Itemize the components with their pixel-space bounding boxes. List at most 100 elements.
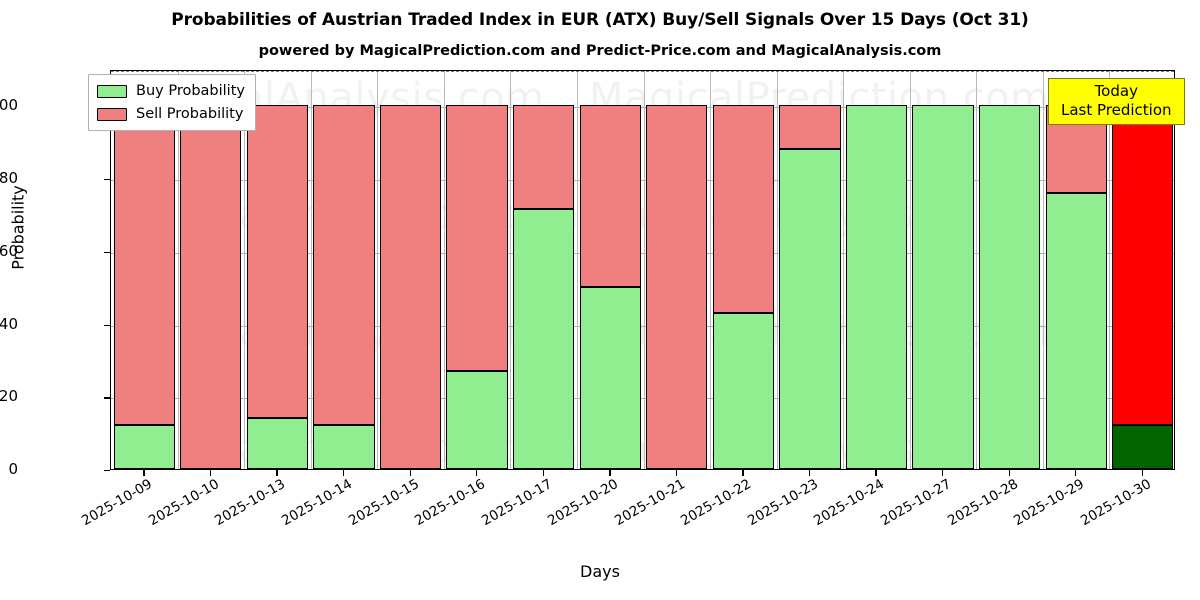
bar-segment-buy[interactable] (1045, 192, 1107, 469)
bar-group[interactable] (978, 71, 1041, 469)
x-axis-tick-mark (942, 470, 944, 476)
y-axis-tick-mark (104, 397, 110, 399)
bar-segment-sell[interactable] (446, 105, 508, 371)
y-axis-tick-label: 20 (0, 387, 18, 406)
gridline-vertical (843, 71, 845, 469)
y-axis-label: Probability (8, 185, 28, 270)
x-axis-label: Days (580, 562, 620, 581)
bar-segment-buy[interactable] (313, 425, 375, 469)
gridline-vertical (310, 71, 312, 469)
bar-group[interactable] (845, 71, 908, 469)
bar-group[interactable] (113, 71, 175, 469)
x-axis-tick-mark (342, 470, 345, 476)
bar-segment-buy[interactable] (712, 312, 774, 469)
bar-segment-sell[interactable] (113, 105, 175, 426)
bar-segment-sell[interactable] (712, 105, 774, 313)
gridline-vertical (443, 71, 445, 469)
bar-segment-buy[interactable] (779, 149, 841, 469)
legend-label-sell: Sell Probability (136, 105, 244, 122)
gridline-vertical (643, 71, 645, 469)
bar-group[interactable] (712, 71, 774, 469)
gridline-horizontal (111, 107, 1174, 109)
gridline-horizontal (111, 180, 1174, 182)
bar-segment-buy[interactable] (513, 209, 575, 469)
chart-title: Probabilities of Austrian Traded Index i… (171, 10, 1029, 30)
x-axis-tick-mark (476, 470, 478, 476)
bar-group[interactable] (579, 71, 641, 469)
bar-segment-buy[interactable] (446, 370, 508, 469)
bar-group[interactable] (313, 71, 375, 469)
bar-segment-sell[interactable] (180, 105, 242, 469)
y-axis-tick-label: 100 (0, 96, 18, 115)
gridline-vertical (510, 71, 512, 469)
chart-subtitle: powered by MagicalPrediction.com and Pre… (258, 43, 942, 59)
x-axis-tick-mark (1075, 470, 1077, 476)
bars-layer (111, 71, 1174, 469)
legend-item-sell: Sell Probability (97, 104, 245, 124)
x-axis-tick-mark (1141, 470, 1144, 476)
bar-group[interactable] (1045, 71, 1107, 469)
y-axis-tick-label: 0 (8, 460, 18, 478)
gridline-vertical (177, 71, 179, 469)
bar-segment-sell[interactable] (579, 105, 641, 288)
bar-segment-buy[interactable] (246, 418, 309, 469)
plot-area: MagicalAnalysis.com MagicalPrediction.com… (110, 70, 1175, 470)
x-axis-tick-mark (143, 470, 145, 476)
gridline-vertical (776, 71, 778, 469)
y-axis-tick-mark (104, 251, 110, 254)
x-axis-tick-mark (542, 470, 544, 476)
reference-line (111, 71, 1174, 72)
legend: Buy Probability Sell Probability (88, 74, 256, 131)
bar-group[interactable] (379, 71, 442, 469)
bar-segment-sell[interactable] (246, 105, 309, 419)
bar-group[interactable] (446, 71, 508, 469)
gridline-vertical (1109, 71, 1111, 469)
y-axis-tick-mark (104, 470, 110, 472)
bar-group[interactable] (513, 71, 575, 469)
bar-segment-buy[interactable] (845, 105, 908, 469)
y-axis-tick-label: 80 (0, 169, 18, 188)
x-axis-tick-mark (409, 470, 411, 476)
gridline-vertical (377, 71, 379, 469)
today-annotation: Today Last Prediction (1048, 78, 1185, 126)
y-axis-tick-label: 60 (0, 241, 18, 260)
bar-segment-buy[interactable] (113, 425, 175, 469)
bar-segment-sell[interactable] (313, 105, 375, 426)
y-axis-tick-label: 40 (0, 314, 18, 333)
bar-group[interactable] (646, 71, 708, 469)
bar-segment-buy[interactable] (978, 105, 1041, 469)
gridline-vertical (576, 71, 578, 469)
gridline-vertical (976, 71, 978, 469)
today-annotation-line1: Today (1094, 82, 1138, 100)
gridline-vertical (909, 71, 911, 469)
legend-swatch-buy-icon (97, 84, 127, 98)
gridline-vertical (710, 71, 712, 469)
bar-segment-sell[interactable] (379, 105, 442, 469)
bar-segment-sell[interactable] (1112, 105, 1174, 426)
gridline-horizontal (111, 252, 1174, 254)
x-axis-tick-mark (875, 470, 877, 476)
gridline-vertical (244, 71, 246, 469)
bar-group[interactable] (180, 71, 242, 469)
bar-segment-sell[interactable] (779, 105, 841, 149)
bar-segment-sell[interactable] (646, 105, 708, 469)
bar-group[interactable] (246, 71, 309, 469)
x-axis-tick-mark (609, 470, 611, 476)
legend-label-buy: Buy Probability (136, 82, 245, 99)
bar-segment-sell[interactable] (513, 105, 575, 209)
bar-group[interactable] (1112, 71, 1174, 469)
x-axis-tick-mark (675, 470, 678, 476)
y-axis-tick-mark (104, 324, 110, 326)
bar-segment-buy[interactable] (912, 105, 974, 469)
bar-segment-buy[interactable] (1112, 425, 1174, 469)
bar-group[interactable] (912, 71, 974, 469)
bar-group[interactable] (779, 71, 841, 469)
today-annotation-line2: Last Prediction (1061, 100, 1172, 119)
legend-item-buy: Buy Probability (97, 81, 245, 101)
y-axis-tick-mark (104, 179, 110, 181)
gridline-vertical (1042, 71, 1044, 469)
bar-segment-buy[interactable] (579, 287, 641, 469)
legend-swatch-sell-icon (97, 107, 127, 121)
x-axis-tick-mark (209, 470, 212, 476)
